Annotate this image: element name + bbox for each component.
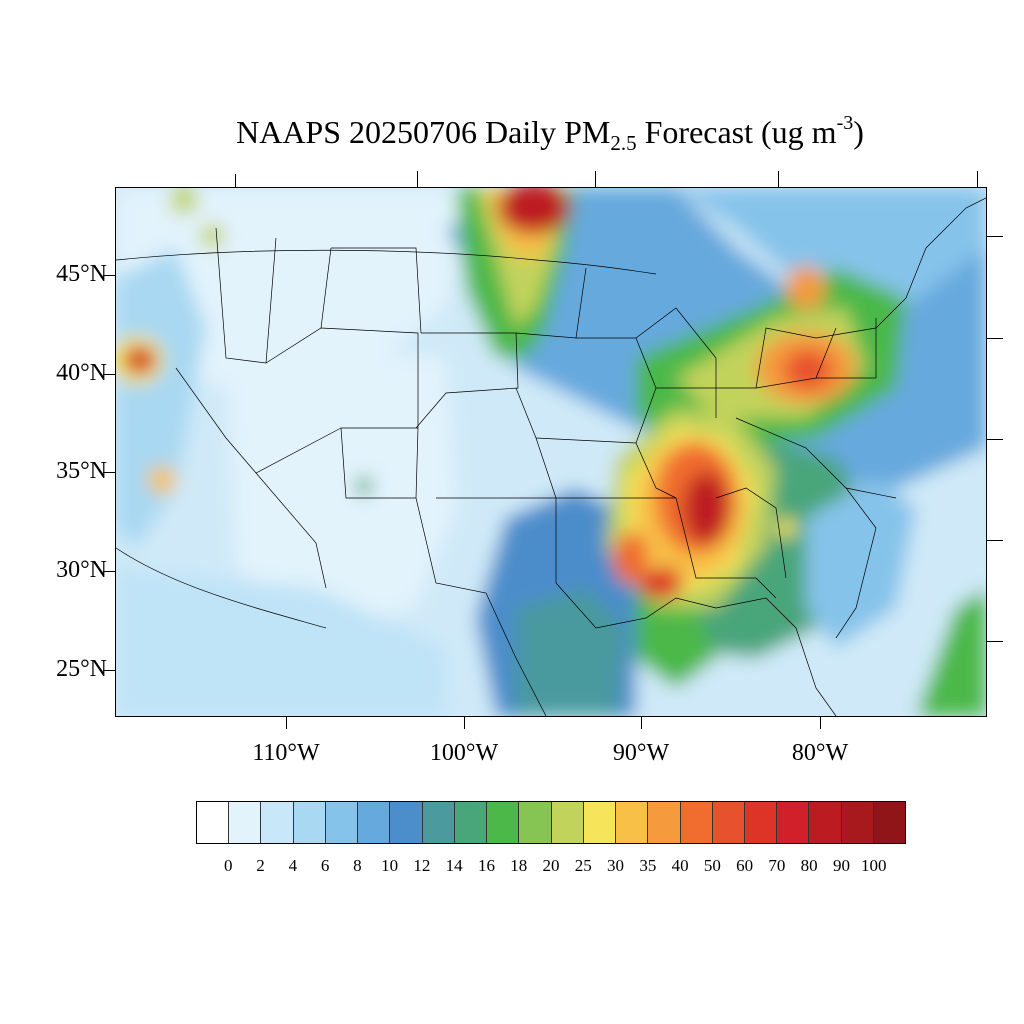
- lat-label-35n: 35°N: [56, 458, 107, 484]
- colorbar-label: 60: [736, 856, 754, 875]
- colorbar-label: 70: [768, 856, 786, 875]
- colorbar-label: 20: [542, 856, 560, 875]
- tick-right-4: [987, 540, 1003, 541]
- colorbar: [196, 801, 906, 844]
- map-canvas: [116, 188, 986, 716]
- tick-right-3: [987, 439, 1003, 440]
- colorbar-cell-7: [422, 802, 455, 843]
- colorbar-cell-16: [712, 802, 745, 843]
- colorbar-cell-21: [873, 802, 906, 843]
- lat-label-40n: 40°N: [56, 360, 107, 386]
- colorbar-cell-9: [487, 802, 520, 843]
- title-main: NAAPS 20250706 Daily PM: [236, 114, 611, 150]
- colorbar-cell-3: [293, 802, 326, 843]
- tick-top-2: [417, 171, 418, 187]
- colorbar-cell-11: [551, 802, 584, 843]
- map-title: NAAPS 20250706 Daily PM2.5 Forecast (ug …: [0, 112, 1024, 156]
- tick-right-1: [987, 236, 1003, 237]
- tick-bottom-100w: [464, 717, 465, 729]
- title-mid: Forecast (ug m: [636, 114, 837, 150]
- lon-label-110w: 110°W: [252, 740, 320, 766]
- title-end: ): [853, 114, 864, 150]
- lon-label-90w: 90°W: [612, 740, 670, 766]
- colorbar-label: 35: [639, 856, 657, 875]
- colorbar-cell-4: [325, 802, 359, 843]
- colorbar-cell-18: [777, 802, 810, 843]
- colorbar-label: 12: [413, 856, 431, 875]
- tick-left-35n: [103, 472, 115, 473]
- colorbar-label: 100: [860, 856, 887, 875]
- colorbar-label: 30: [607, 856, 625, 875]
- colorbar-cell-17: [744, 802, 778, 843]
- colorbar-cell-19: [809, 802, 842, 843]
- forecast-map[interactable]: [115, 187, 987, 717]
- colorbar-cell-1: [229, 802, 262, 843]
- colorbar-cell-0: [197, 802, 230, 843]
- tick-left-45n: [103, 275, 115, 276]
- colorbar-label: 18: [510, 856, 528, 875]
- colorbar-label: 25: [574, 856, 592, 875]
- tick-left-25n: [103, 670, 115, 671]
- colorbar-cell-8: [454, 802, 488, 843]
- colorbar-cell-2: [261, 802, 294, 843]
- state-borders: [116, 197, 986, 716]
- colorbar-label: 8: [353, 856, 362, 875]
- tick-bottom-90w: [641, 717, 642, 729]
- colorbar-label: 10: [381, 856, 399, 875]
- tick-top-5: [977, 171, 978, 187]
- lat-label-30n: 30°N: [56, 557, 107, 583]
- colorbar-cell-14: [648, 802, 681, 843]
- tick-top-3: [595, 171, 596, 187]
- tick-left-30n: [103, 571, 115, 572]
- tick-top-1: [235, 174, 236, 187]
- lon-label-100w: 100°W: [429, 740, 499, 766]
- tick-right-5: [987, 641, 1003, 642]
- colorbar-label: 40: [671, 856, 689, 875]
- lon-label-80w: 80°W: [791, 740, 849, 766]
- pm25-field: [116, 188, 986, 716]
- colorbar-cell-5: [358, 802, 391, 843]
- tick-left-40n: [103, 374, 115, 375]
- colorbar-label: 50: [703, 856, 721, 875]
- colorbar-cell-10: [519, 802, 552, 843]
- tick-bottom-80w: [820, 717, 821, 729]
- colorbar-cell-13: [616, 802, 649, 843]
- tick-top-4: [778, 171, 779, 187]
- colorbar-cell-20: [841, 802, 874, 843]
- colorbar-cell-12: [583, 802, 617, 843]
- lat-label-25n: 25°N: [56, 656, 107, 682]
- colorbar-label: 14: [445, 856, 463, 875]
- colorbar-cell-15: [680, 802, 713, 843]
- colorbar-cell-6: [390, 802, 423, 843]
- colorbar-label: 2: [256, 856, 265, 875]
- colorbar-label: 90: [832, 856, 850, 875]
- colorbar-label: 4: [288, 856, 298, 875]
- colorbar-label: 80: [800, 856, 818, 875]
- lat-label-45n: 45°N: [56, 261, 107, 287]
- tick-right-2: [987, 338, 1003, 339]
- colorbar-label: 0: [224, 856, 233, 875]
- colorbar-label: 6: [320, 856, 330, 875]
- colorbar-label: 16: [477, 856, 495, 875]
- title-subscript: 2.5: [610, 131, 637, 155]
- title-superscript: -3: [836, 112, 854, 134]
- tick-bottom-110w: [286, 717, 287, 729]
